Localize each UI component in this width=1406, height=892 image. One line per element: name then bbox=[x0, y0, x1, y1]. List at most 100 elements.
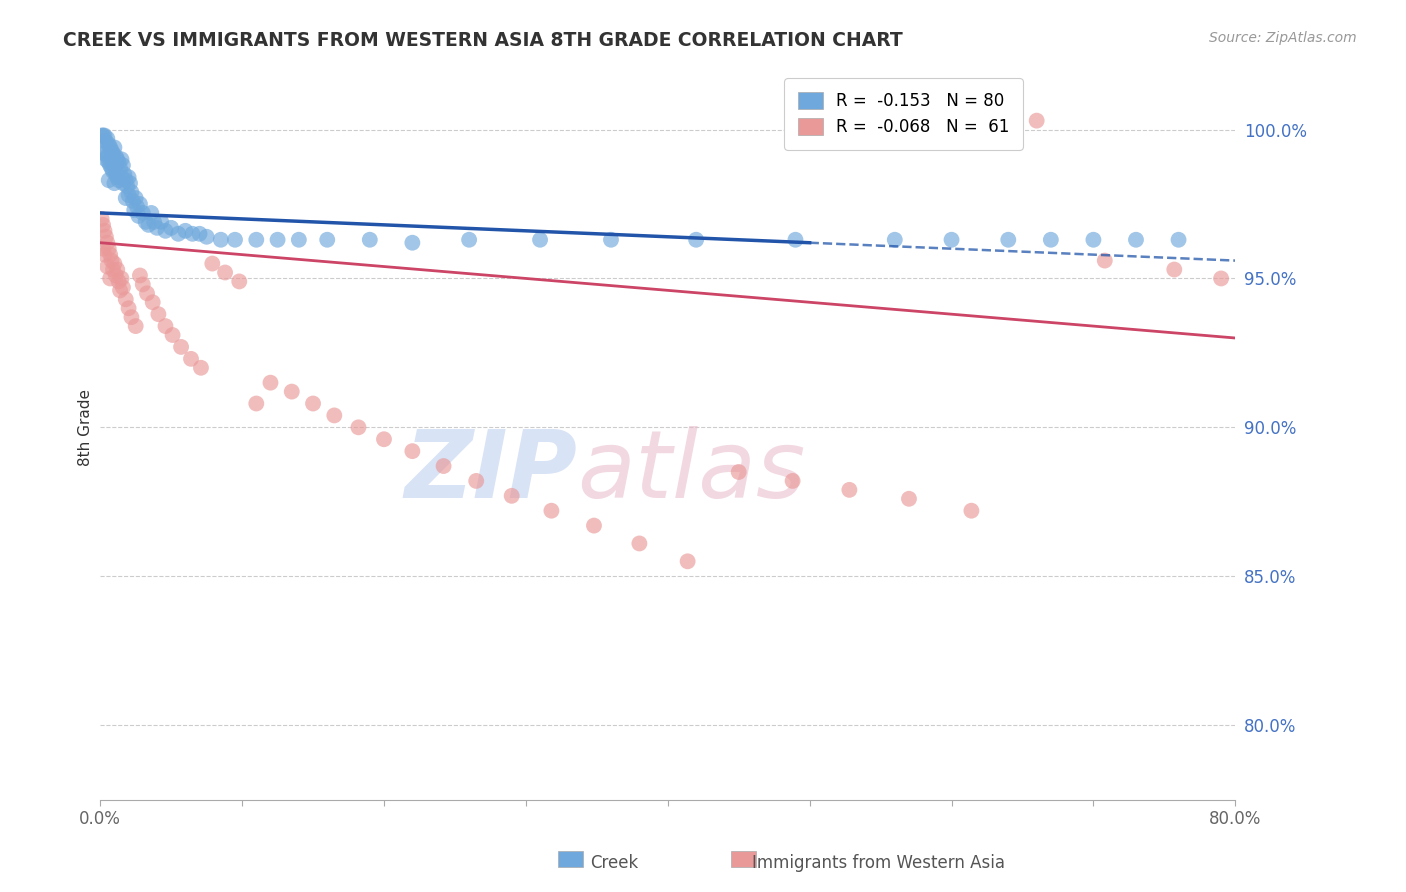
Point bbox=[1163, 262, 1185, 277]
Point bbox=[1039, 233, 1062, 247]
Text: CREEK VS IMMIGRANTS FROM WESTERN ASIA 8TH GRADE CORRELATION CHART: CREEK VS IMMIGRANTS FROM WESTERN ASIA 8T… bbox=[63, 31, 903, 50]
Point bbox=[100, 144, 122, 158]
Point bbox=[97, 173, 120, 187]
Point bbox=[458, 233, 481, 247]
Point bbox=[97, 242, 120, 256]
Point bbox=[121, 194, 143, 208]
Point bbox=[628, 536, 651, 550]
Point bbox=[98, 271, 121, 285]
Point bbox=[883, 233, 905, 247]
Point bbox=[135, 215, 157, 229]
Point bbox=[245, 396, 267, 410]
Point bbox=[118, 176, 141, 190]
Point bbox=[110, 153, 132, 167]
Point bbox=[94, 153, 117, 167]
Point bbox=[96, 235, 118, 250]
Point bbox=[114, 173, 136, 187]
Point bbox=[141, 206, 163, 220]
Text: Creek: Creek bbox=[591, 855, 638, 872]
Point bbox=[170, 340, 193, 354]
Point bbox=[101, 164, 124, 178]
Bar bbox=[558, 851, 583, 867]
Point bbox=[122, 202, 145, 217]
Point bbox=[105, 262, 128, 277]
Point bbox=[529, 233, 551, 247]
Point bbox=[128, 209, 150, 223]
Point bbox=[373, 432, 395, 446]
Point bbox=[146, 220, 169, 235]
Point bbox=[117, 170, 139, 185]
Point bbox=[155, 319, 177, 334]
Point bbox=[110, 271, 132, 285]
Point bbox=[224, 233, 246, 247]
Bar bbox=[731, 851, 756, 867]
Point bbox=[359, 233, 381, 247]
Point bbox=[114, 191, 136, 205]
Point bbox=[174, 224, 197, 238]
Point bbox=[110, 170, 132, 185]
Text: Source: ZipAtlas.com: Source: ZipAtlas.com bbox=[1209, 31, 1357, 45]
Point bbox=[104, 268, 127, 283]
Point bbox=[93, 224, 115, 238]
Point bbox=[143, 215, 166, 229]
Point bbox=[465, 474, 488, 488]
Point bbox=[108, 284, 131, 298]
Point bbox=[93, 247, 115, 261]
Point bbox=[1167, 233, 1189, 247]
Point bbox=[1025, 113, 1047, 128]
Point bbox=[897, 491, 920, 506]
Point bbox=[100, 253, 122, 268]
Point bbox=[160, 220, 183, 235]
Point bbox=[997, 233, 1019, 247]
Point bbox=[127, 200, 149, 214]
Point bbox=[132, 277, 155, 292]
Point bbox=[136, 286, 159, 301]
Point bbox=[104, 167, 127, 181]
Point bbox=[302, 396, 325, 410]
Point bbox=[150, 215, 173, 229]
Point bbox=[347, 420, 370, 434]
Point bbox=[181, 227, 204, 241]
Point bbox=[103, 176, 125, 190]
Point bbox=[600, 233, 623, 247]
Point bbox=[98, 247, 121, 261]
Point bbox=[94, 229, 117, 244]
Point bbox=[101, 262, 124, 277]
Point bbox=[316, 233, 339, 247]
Point bbox=[1211, 271, 1233, 285]
Point bbox=[245, 233, 267, 247]
Point bbox=[323, 409, 346, 423]
Point bbox=[138, 218, 160, 232]
Point bbox=[838, 483, 860, 497]
Y-axis label: 8th Grade: 8th Grade bbox=[79, 389, 93, 466]
Point bbox=[401, 444, 423, 458]
Point bbox=[111, 158, 134, 172]
Point bbox=[101, 146, 124, 161]
Point bbox=[103, 256, 125, 270]
Point bbox=[582, 518, 605, 533]
Point bbox=[540, 504, 562, 518]
Point bbox=[91, 128, 114, 143]
Point bbox=[281, 384, 304, 399]
Text: ZIP: ZIP bbox=[404, 426, 576, 518]
Point bbox=[115, 179, 138, 194]
Point bbox=[90, 211, 112, 226]
Point bbox=[97, 155, 120, 169]
Point bbox=[98, 140, 121, 154]
Point bbox=[1083, 233, 1105, 247]
Point bbox=[401, 235, 423, 250]
Point bbox=[782, 474, 804, 488]
Text: Immigrants from Western Asia: Immigrants from Western Asia bbox=[752, 855, 1005, 872]
Point bbox=[195, 229, 218, 244]
Point bbox=[676, 554, 699, 568]
Point bbox=[91, 218, 114, 232]
Point bbox=[209, 233, 232, 247]
Point bbox=[104, 149, 127, 163]
Point bbox=[90, 128, 112, 143]
Point bbox=[108, 161, 131, 176]
Point bbox=[162, 328, 184, 343]
Point bbox=[941, 233, 963, 247]
Point bbox=[190, 360, 212, 375]
Point bbox=[117, 188, 139, 202]
Point bbox=[148, 307, 170, 321]
